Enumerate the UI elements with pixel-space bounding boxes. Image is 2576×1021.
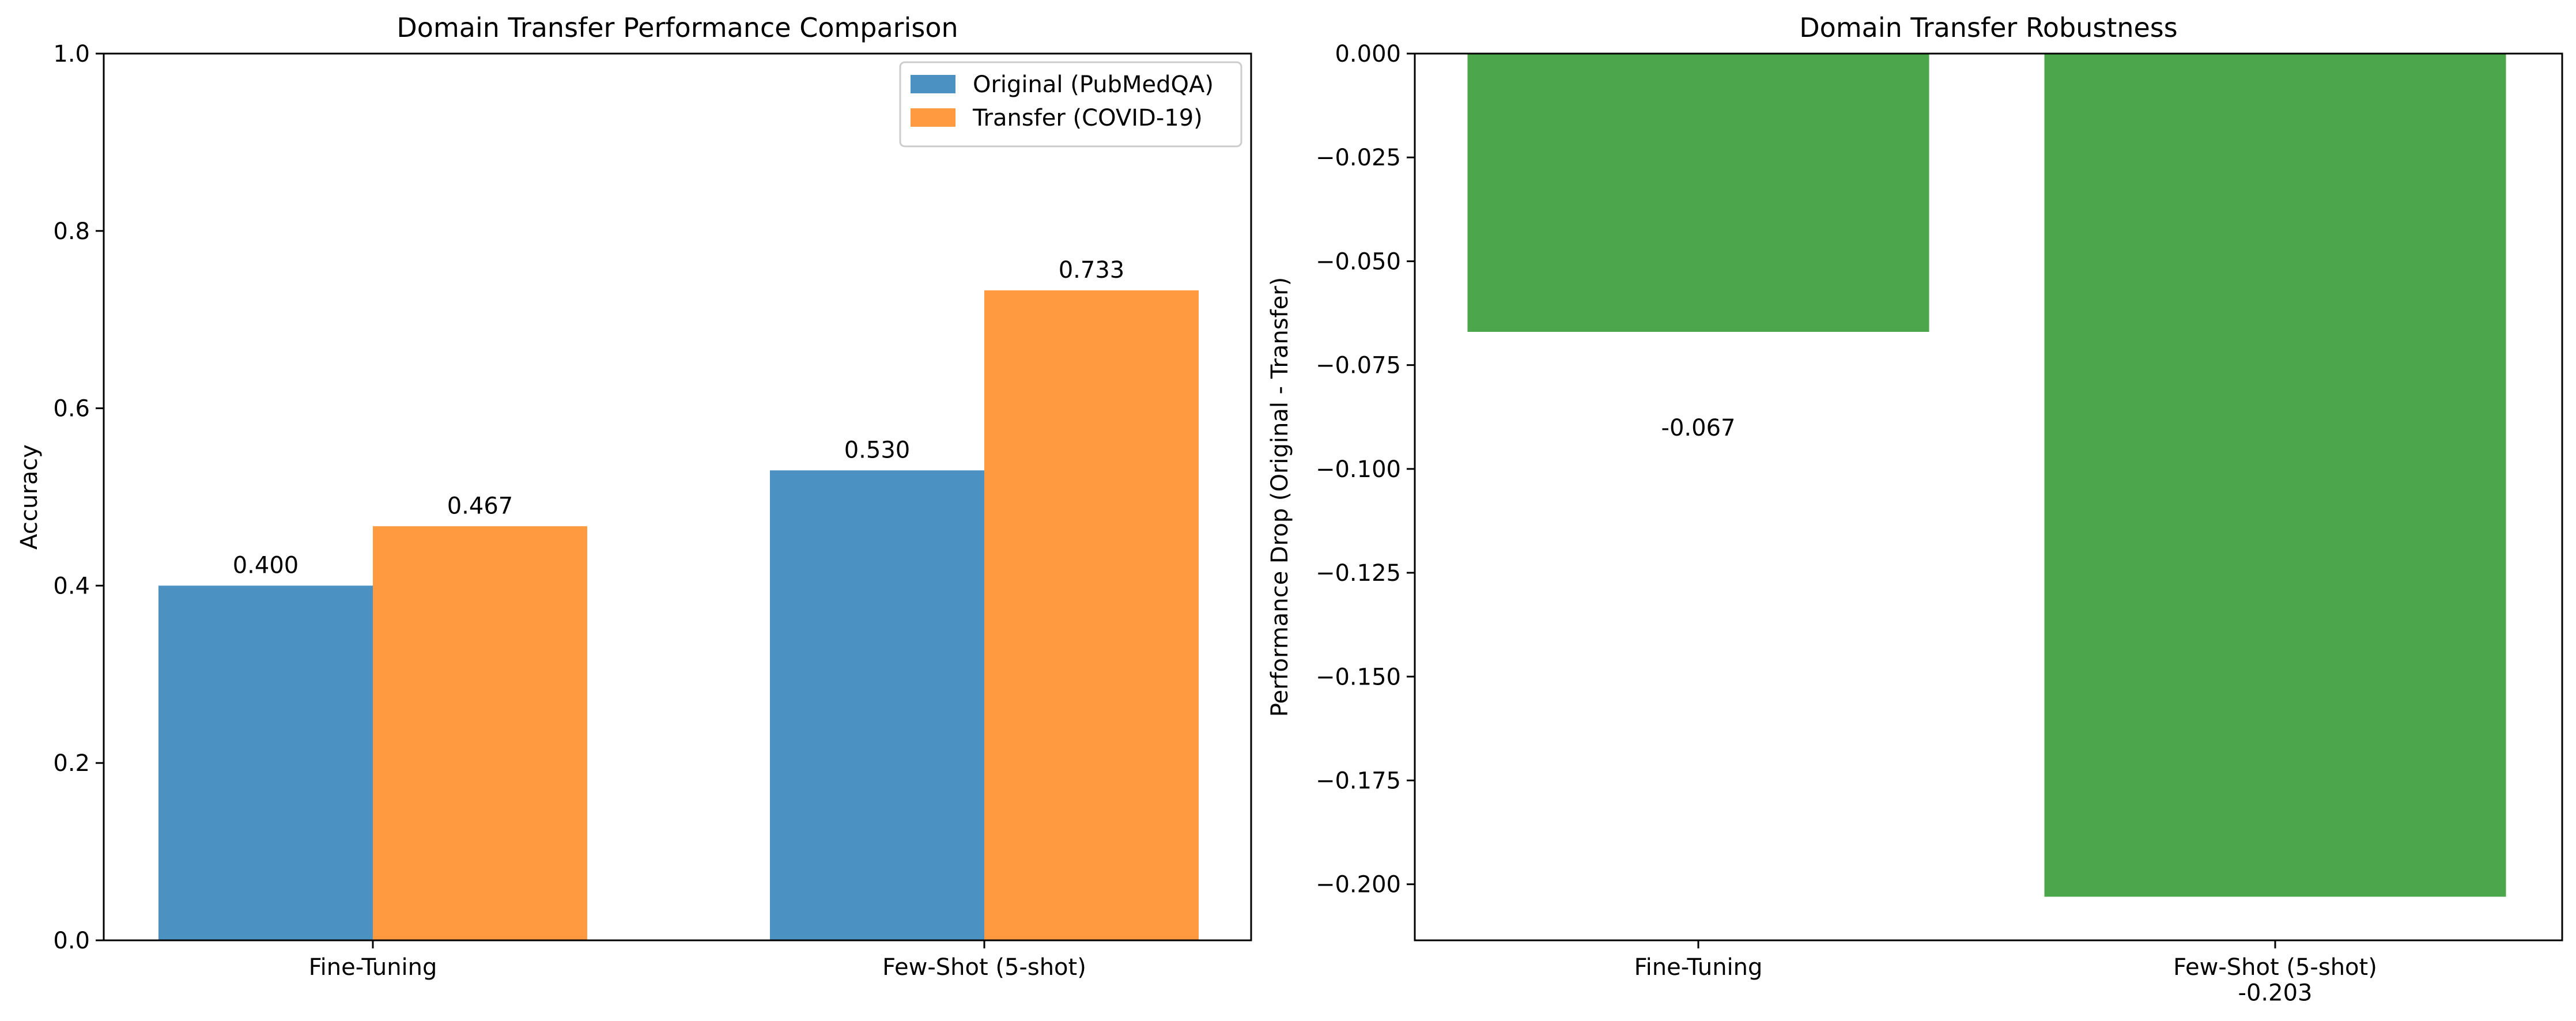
chart-2-ytick-label: −0.125 bbox=[1316, 560, 1401, 587]
chart-1-data-label-1-2: 0.530 bbox=[844, 437, 911, 463]
chart-2-xtick-label: Few-Shot (5-shot) bbox=[2173, 954, 2377, 981]
chart-1-legend-swatch-2 bbox=[911, 108, 955, 127]
chart-1-ytick-label: 1.0 bbox=[53, 41, 90, 67]
chart-1-legend-label-2: Transfer (COVID-19) bbox=[972, 105, 1203, 131]
chart-1-ytick-label: 0.8 bbox=[53, 218, 90, 245]
chart-2-ytick-label: −0.100 bbox=[1316, 456, 1401, 483]
chart-2-frame bbox=[1414, 52, 2563, 941]
chart-1-bar-2-1 bbox=[373, 526, 587, 940]
chart-1-data-label-2-1: 0.467 bbox=[447, 493, 513, 519]
chart-2-bar-2 bbox=[2044, 54, 2506, 897]
chart-2-ylabel: Performance Drop (Original - Transfer) bbox=[1267, 277, 1293, 717]
chart-1-bar-1-2 bbox=[770, 470, 984, 940]
chart-1-bar-1-1 bbox=[158, 585, 373, 940]
chart-1-ytick-label: 0.0 bbox=[53, 928, 90, 954]
chart-1-legend bbox=[899, 61, 1242, 148]
chart-2-bar-1 bbox=[1467, 54, 1929, 332]
chart-1-frame bbox=[103, 52, 1252, 941]
chart-1-xtick-label: Few-Shot (5-shot) bbox=[882, 954, 1086, 981]
chart-1-data-label-2-2: 0.733 bbox=[1059, 257, 1125, 283]
chart-2-ytick-label: −0.150 bbox=[1316, 664, 1401, 690]
chart-2-ytick-label: −0.075 bbox=[1316, 353, 1401, 379]
chart-1-title: Domain Transfer Performance Comparison bbox=[396, 12, 958, 43]
chart-1-ytick-label: 0.2 bbox=[53, 750, 90, 777]
chart-1-legend-swatch-1 bbox=[911, 75, 955, 93]
chart-2-ytick-label: 0.000 bbox=[1335, 41, 1401, 67]
chart-2-ytick-label: −0.025 bbox=[1316, 145, 1401, 171]
chart-2-xtick-label: Fine-Tuning bbox=[1634, 954, 1763, 981]
chart-1-bar-2-2 bbox=[984, 290, 1199, 941]
chart-1-xtick-label: Fine-Tuning bbox=[309, 954, 437, 981]
chart-1-data-label-1-1: 0.400 bbox=[233, 552, 299, 578]
chart-1-ylabel: Accuracy bbox=[16, 444, 43, 550]
chart-2-title: Domain Transfer Robustness bbox=[1799, 12, 2178, 43]
chart-1-ytick-label: 0.4 bbox=[53, 573, 90, 599]
chart-2-data-label-1: -0.067 bbox=[1661, 415, 1736, 441]
chart-1-ytick-label: 0.6 bbox=[53, 396, 90, 422]
chart-1-legend-label-1: Original (PubMedQA) bbox=[973, 71, 1214, 98]
chart-2-ytick-label: −0.200 bbox=[1316, 872, 1401, 898]
chart-2-data-label-2: -0.203 bbox=[2238, 980, 2313, 1006]
chart-2-ytick-label: −0.050 bbox=[1316, 248, 1401, 275]
chart-2-ytick-label: −0.175 bbox=[1316, 767, 1401, 794]
